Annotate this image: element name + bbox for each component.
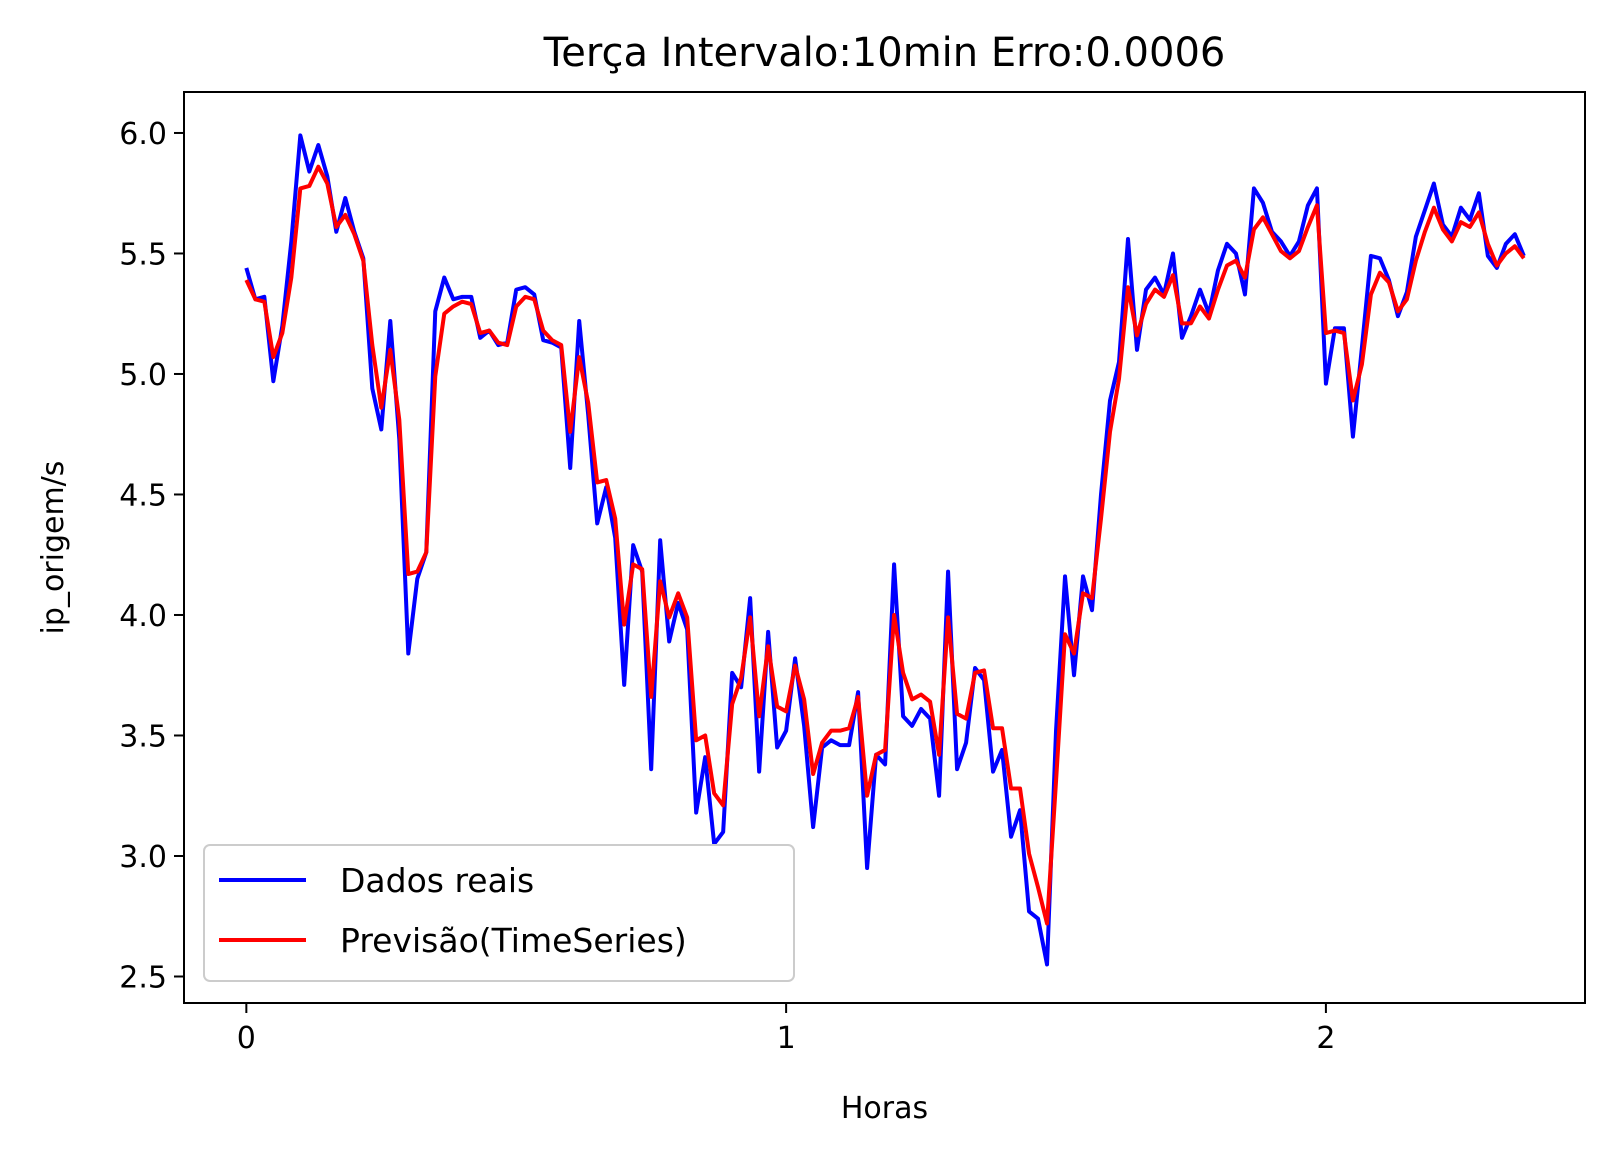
y-tick-label: 6.0	[119, 117, 167, 152]
y-axis: 2.5 3.0 3.5 4.0 4.5 5.0 5.5 6.0	[119, 117, 184, 995]
series-line-dados-reais	[244, 133, 1526, 967]
chart-title: Terça Intervalo:10min Erro:0.0006	[543, 30, 1226, 76]
legend-box	[203, 844, 795, 982]
x-tick-label: 1	[777, 1021, 796, 1056]
y-tick-label: 4.5	[119, 478, 167, 513]
legend-label-dados-reais: Dados reais	[340, 861, 534, 900]
x-tick-label: 0	[237, 1021, 256, 1056]
y-tick-label: 3.0	[119, 840, 167, 875]
x-axis-label: Horas	[841, 1091, 928, 1126]
y-axis-label: ip_origem/s	[36, 461, 71, 635]
legend: Dados reais Previsão(TimeSeries)	[203, 844, 795, 982]
y-tick-label: 5.5	[119, 237, 167, 272]
x-tick-label: 2	[1316, 1021, 1335, 1056]
y-tick-label: 5.0	[119, 358, 167, 393]
series-line-previsao	[244, 164, 1526, 926]
y-tick-label: 3.5	[119, 719, 167, 754]
y-tick-label: 4.0	[119, 599, 167, 634]
y-tick-label: 2.5	[119, 960, 167, 995]
plot-area	[183, 91, 1586, 1004]
x-axis: 0 1 2	[237, 1003, 1335, 1056]
legend-label-previsao: Previsão(TimeSeries)	[340, 921, 687, 960]
plot-frame	[183, 91, 1586, 1004]
